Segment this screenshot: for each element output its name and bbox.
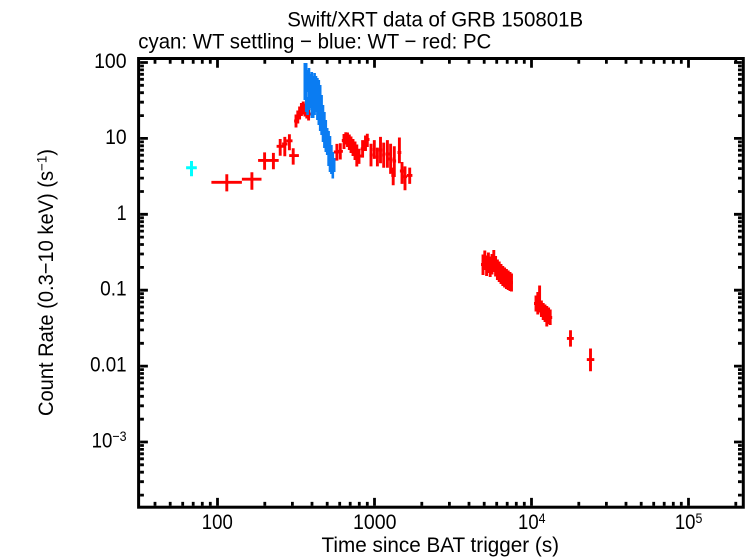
svg-text:100: 100: [94, 49, 127, 73]
svg-text:1: 1: [117, 201, 127, 225]
svg-text:1000: 1000: [353, 510, 397, 534]
svg-text:10: 10: [105, 125, 127, 149]
svg-text:Count Rate (0.3−10 keV) (s−1): Count Rate (0.3−10 keV) (s−1): [34, 149, 58, 416]
svg-text:Time since BAT trigger (s): Time since BAT trigger (s): [322, 533, 560, 557]
svg-text:cyan: WT settling − blue: WT −: cyan: WT settling − blue: WT − red: PC: [138, 30, 491, 54]
svg-text:0.1: 0.1: [100, 277, 127, 301]
svg-text:Swift/XRT data of GRB 150801B: Swift/XRT data of GRB 150801B: [287, 8, 583, 32]
svg-text:10−3: 10−3: [92, 429, 127, 453]
svg-text:0.01: 0.01: [90, 353, 127, 377]
svg-text:100: 100: [202, 510, 233, 534]
